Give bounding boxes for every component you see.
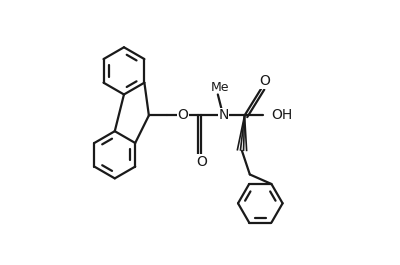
Text: N: N [218, 108, 229, 122]
Text: O: O [196, 155, 207, 169]
Text: O: O [178, 108, 188, 122]
Text: Me: Me [210, 81, 229, 94]
Text: OH: OH [271, 108, 292, 122]
Text: O: O [259, 74, 270, 88]
